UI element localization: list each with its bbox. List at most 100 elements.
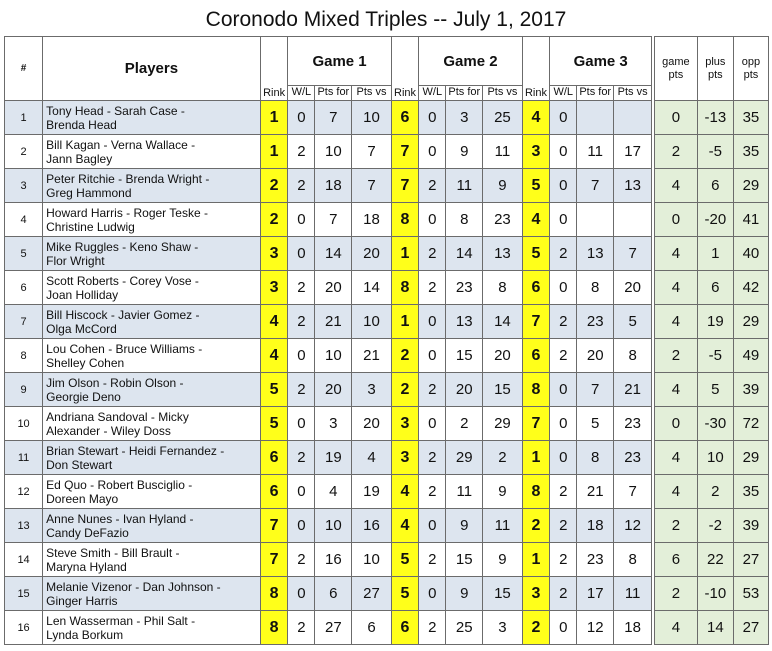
player-line: Maryna Hyland (46, 559, 127, 574)
game-pts-cell: 4 (650, 440, 698, 475)
plus-pts-cell: 5 (696, 372, 734, 407)
pts-for-cell-game-1: 7 (314, 100, 353, 135)
pts-vs-cell-game-3: 21 (613, 372, 654, 407)
rink-cell-game-1: 7 (259, 542, 289, 577)
wl-cell-game-3: 0 (549, 134, 578, 169)
pts-for-cell-game-3: 17 (576, 576, 615, 611)
wl-cell-game-1: 0 (287, 474, 316, 509)
pts-for-cell-game-2: 2 (445, 406, 484, 441)
table-row: 9 Jim Olson - Robin Olson - Georgie Deno 5 2… (3, 372, 770, 407)
header-opp-pts: opp pts (732, 36, 770, 101)
wl-cell-game-1: 2 (287, 134, 316, 169)
rink-cell-game-1: 3 (259, 236, 289, 271)
pts-vs-cell-game-1: 20 (351, 406, 392, 441)
wl-cell-game-3: 0 (549, 202, 578, 237)
rink-cell-game-1: 8 (259, 576, 289, 611)
pts-vs-cell-game-2: 25 (482, 100, 523, 135)
player-line: Joan Holliday (46, 287, 119, 302)
wl-cell-game-2: 0 (418, 100, 447, 135)
pts-vs-cell-game-3: 8 (613, 338, 654, 373)
rink-cell-game-2: 3 (390, 406, 420, 441)
plus-pts-cell: -5 (696, 338, 734, 373)
subheader-wl-1: W/L (287, 85, 316, 101)
pts-vs-cell-game-2: 9 (482, 542, 523, 577)
pts-for-cell-game-2: 14 (445, 236, 484, 271)
game-pts-cell: 2 (650, 576, 698, 611)
plus-pts-cell: 14 (696, 610, 734, 645)
player-line: Olga McCord (46, 321, 117, 336)
pts-for-cell-game-3: 12 (576, 610, 615, 645)
pts-vs-cell-game-1: 27 (351, 576, 392, 611)
table-row: 3 Peter Ritchie - Brenda Wright - Greg Ham… (3, 168, 770, 203)
header-number: # (3, 36, 44, 101)
pts-vs-cell-game-1: 4 (351, 440, 392, 475)
plus-pts-cell: 19 (696, 304, 734, 339)
pts-vs-cell-game-2: 9 (482, 168, 523, 203)
pts-for-cell-game-3: 23 (576, 542, 615, 577)
plus-pts-cell: 6 (696, 270, 734, 305)
game-pts-cell: 2 (650, 134, 698, 169)
game-pts-cell: 2 (650, 338, 698, 373)
rink-cell-game-2: 3 (390, 440, 420, 475)
pts-for-cell-game-1: 10 (314, 338, 353, 373)
pts-for-cell-game-3: 8 (576, 440, 615, 475)
rink-cell-game-3: 7 (521, 406, 551, 441)
table-row: 1 Tony Head - Sarah Case - Brenda Head 1 0 7 1… (3, 100, 770, 135)
wl-cell-game-1: 0 (287, 406, 316, 441)
player-line: Ed Quo - Robert Busciglio - (46, 477, 193, 492)
pts-for-cell-game-3: 11 (576, 134, 615, 169)
player-line: Alexander - Wiley Doss (46, 423, 171, 438)
wl-cell-game-2: 2 (418, 270, 447, 305)
pts-for-cell-game-1: 7 (314, 202, 353, 237)
row-number: 5 (3, 236, 44, 271)
rink-cell-game-1: 4 (259, 338, 289, 373)
pts-for-cell-game-1: 3 (314, 406, 353, 441)
opp-pts-cell: 53 (732, 576, 770, 611)
plus-pts-cell: 2 (696, 474, 734, 509)
opp-pts-cell: 42 (732, 270, 770, 305)
game-pts-cell: 2 (650, 508, 698, 543)
pts-vs-cell-game-3: 7 (613, 236, 654, 271)
rink-cell-game-2: 1 (390, 304, 420, 339)
pts-vs-cell-game-2: 15 (482, 576, 523, 611)
wl-cell-game-1: 0 (287, 236, 316, 271)
wl-cell-game-2: 2 (418, 542, 447, 577)
wl-cell-game-3: 0 (549, 168, 578, 203)
wl-cell-game-2: 2 (418, 372, 447, 407)
pts-vs-cell-game-1: 21 (351, 338, 392, 373)
wl-cell-game-3: 0 (549, 610, 578, 645)
pts-vs-cell-game-3: 13 (613, 168, 654, 203)
wl-cell-game-3: 2 (549, 304, 578, 339)
table-row: 5 Mike Ruggles - Keno Shaw - Flor Wright 3 0… (3, 236, 770, 271)
players-cell: Bill Kagan - Verna Wallace - Jann Bagley (42, 134, 261, 169)
game-pts-cell: 4 (650, 610, 698, 645)
table-row: 2 Bill Kagan - Verna Wallace - Jann Bagley… (3, 134, 770, 169)
players-cell: Howard Harris - Roger Teske - Christine L… (42, 202, 261, 237)
pts-vs-cell-game-1: 10 (351, 100, 392, 135)
row-number: 11 (3, 440, 44, 475)
wl-cell-game-2: 2 (418, 474, 447, 509)
pts-for-cell-game-3: 18 (576, 508, 615, 543)
table-row: 15 Melanie Vizenor - Dan Johnson - Ginger … (3, 576, 770, 611)
plus-pts-cell: 6 (696, 168, 734, 203)
rink-cell-game-1: 3 (259, 270, 289, 305)
rink-cell-game-3: 2 (521, 610, 551, 645)
game-pts-cell: 4 (650, 270, 698, 305)
rink-cell-game-3: 3 (521, 134, 551, 169)
row-number: 15 (3, 576, 44, 611)
wl-cell-game-2: 0 (418, 304, 447, 339)
pts-for-cell-game-2: 9 (445, 576, 484, 611)
table-row: 10 Andriana Sandoval - Micky Alexander - W… (3, 406, 770, 441)
sheet-title: Coronodo Mixed Triples -- July 1, 2017 (205, 8, 567, 31)
rink-cell-game-3: 8 (521, 372, 551, 407)
player-line: Tony Head - Sarah Case - (46, 103, 185, 118)
players-cell: Len Wasserman - Phil Salt - Lynda Borkum (42, 610, 261, 645)
wl-cell-game-3: 0 (549, 406, 578, 441)
plus-pts-cell: 22 (696, 542, 734, 577)
player-line: Brenda Head (46, 117, 117, 132)
pts-for-cell-game-3 (576, 202, 615, 237)
pts-vs-cell-game-1: 7 (351, 134, 392, 169)
row-number: 16 (3, 610, 44, 645)
pts-vs-cell-game-2: 11 (482, 134, 523, 169)
player-line: Lynda Borkum (46, 627, 124, 642)
